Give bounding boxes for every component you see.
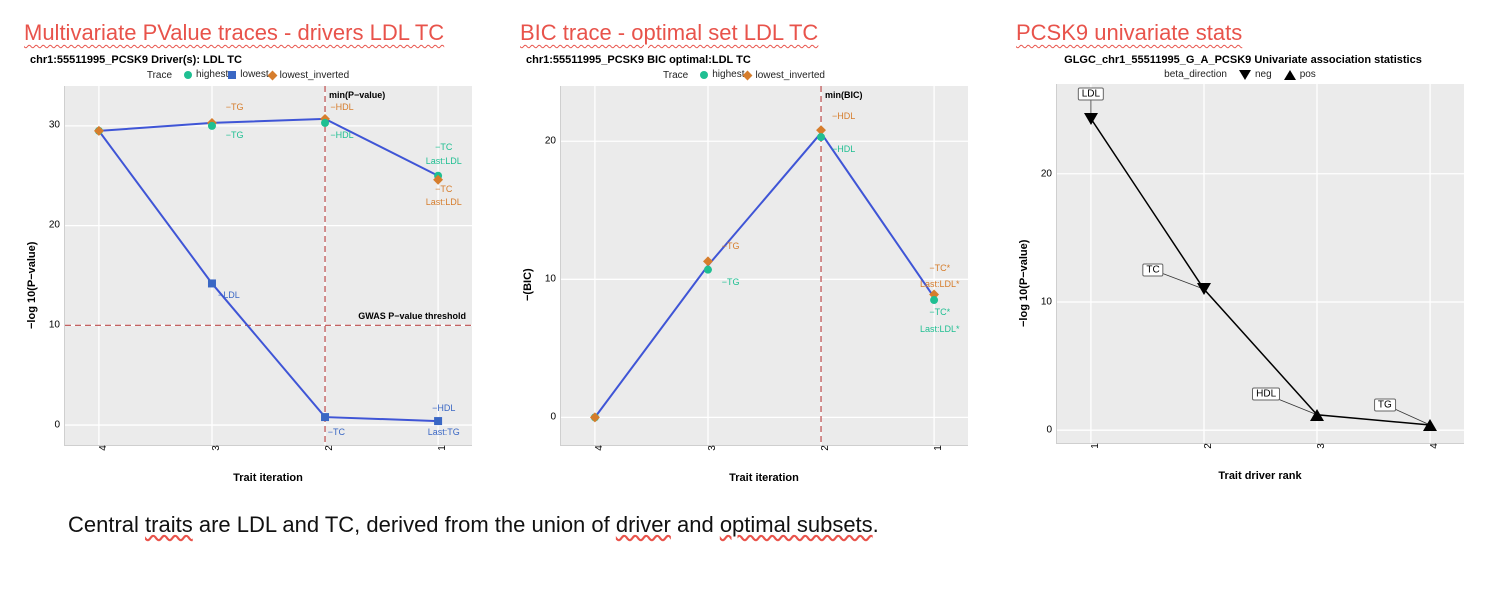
dot-icon xyxy=(700,71,708,79)
panel3-xticks: 1234 xyxy=(1056,444,1464,466)
panel2-chart-title: chr1:55511995_PCSK9 BIC optimal:LDL TC xyxy=(526,54,968,66)
panel3-chart-title: GLGC_chr1_55511995_G_A_PCSK9 Univariate … xyxy=(1022,54,1464,66)
panel1-ylabel: −log 10(P−value) xyxy=(24,86,40,484)
legend-item: lowest_inverted xyxy=(269,70,349,81)
panel3-plot: LDLTCHDLTG xyxy=(1056,84,1464,444)
panel2-xticks: 4321 xyxy=(560,446,968,468)
panel2-xlabel: Trait iteration xyxy=(560,472,968,484)
legend-item: highest xyxy=(700,69,744,80)
dia-icon xyxy=(267,70,277,80)
panel3-ylabel: −log 10(P−value) xyxy=(1016,84,1032,482)
panel1-chart-title: chr1:55511995_PCSK9 Driver(s): LDL TC xyxy=(30,54,472,66)
legend-neg: neg xyxy=(1239,69,1272,80)
panel2-ylabel: −(BIC) xyxy=(520,86,536,484)
panel3-xlabel: Trait driver rank xyxy=(1056,470,1464,482)
sq-icon xyxy=(228,71,236,79)
legend-item: lowest xyxy=(228,69,268,80)
legend-item: highest xyxy=(184,69,228,80)
panel3-plot-wrap: −log 10(P−value) 01020 LDLTCHDLTG 1234 T… xyxy=(1016,84,1464,482)
caption-text: Central traits are LDL and TC, derived f… xyxy=(68,512,1464,538)
panel2-heading: BIC trace - optimal set LDL TC xyxy=(520,20,968,46)
panel3-heading: PCSK9 univariate stats xyxy=(1016,20,1464,46)
panel1-plot-wrap: −log 10(P−value) 0102030 min(P−value)GWA… xyxy=(24,86,472,484)
panel3-legend: beta_direction neg pos xyxy=(1016,69,1464,80)
panel-pvalue-traces: Multivariate PValue traces - drivers LDL… xyxy=(24,20,472,484)
panel1-legend: Trace highestlowestlowest_inverted xyxy=(24,69,472,82)
triangle-up-icon xyxy=(1284,70,1296,80)
legend-item: lowest_inverted xyxy=(744,70,824,81)
triangle-down-icon xyxy=(1239,70,1251,80)
panel1-yticks: 0102030 xyxy=(40,86,64,484)
panel-univariate: PCSK9 univariate stats GLGC_chr1_5551199… xyxy=(1016,20,1464,482)
legend-title: beta_direction xyxy=(1164,69,1227,80)
charts-row: Multivariate PValue traces - drivers LDL… xyxy=(24,20,1464,484)
dia-icon xyxy=(743,70,753,80)
dot-icon xyxy=(184,71,192,79)
panel1-xlabel: Trait iteration xyxy=(64,472,472,484)
panel1-heading: Multivariate PValue traces - drivers LDL… xyxy=(24,20,472,46)
panel2-plot: min(BIC)−TG−TG−HDL−HDL−TC*Last:LDL*−TC*L… xyxy=(560,86,968,446)
panel2-yticks: 01020 xyxy=(536,86,560,484)
legend-pos: pos xyxy=(1284,69,1316,80)
panel2-legend: Trace highestlowest_inverted xyxy=(520,69,968,82)
panel2-plot-wrap: −(BIC) 01020 min(BIC)−TG−TG−HDL−HDL−TC*L… xyxy=(520,86,968,484)
panel1-xticks: 4321 xyxy=(64,446,472,468)
legend-title: Trace xyxy=(147,70,172,81)
legend-title: Trace xyxy=(663,70,688,81)
panel-bic-trace: BIC trace - optimal set LDL TC chr1:5551… xyxy=(520,20,968,484)
panel3-yticks: 01020 xyxy=(1032,84,1056,482)
panel1-plot: min(P−value)GWAS P−value threshold−TG−TG… xyxy=(64,86,472,446)
